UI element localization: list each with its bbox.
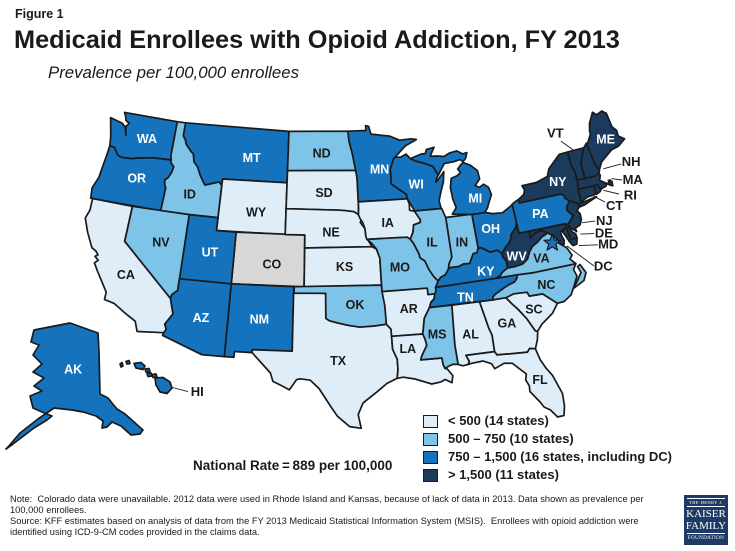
svg-text:MN: MN xyxy=(370,162,389,176)
svg-text:DE: DE xyxy=(595,226,613,241)
svg-text:CO: CO xyxy=(263,258,282,272)
svg-text:OH: OH xyxy=(481,222,500,236)
svg-text:NC: NC xyxy=(537,278,555,292)
svg-text:NH: NH xyxy=(622,154,641,169)
svg-text:OK: OK xyxy=(346,298,365,312)
svg-text:NY: NY xyxy=(549,175,567,189)
svg-text:TX: TX xyxy=(330,354,347,368)
svg-text:CT: CT xyxy=(606,198,623,213)
svg-text:UT: UT xyxy=(202,245,219,259)
svg-text:ID: ID xyxy=(183,187,196,201)
svg-text:PA: PA xyxy=(532,207,548,221)
svg-text:VA: VA xyxy=(533,252,549,266)
svg-text:FL: FL xyxy=(532,373,548,387)
svg-text:IN: IN xyxy=(456,236,469,250)
svg-text:WA: WA xyxy=(137,132,157,146)
svg-text:SD: SD xyxy=(315,186,332,200)
svg-text:AZ: AZ xyxy=(193,311,210,325)
svg-text:WV: WV xyxy=(507,250,528,264)
svg-text:MO: MO xyxy=(390,261,410,275)
svg-text:MI: MI xyxy=(468,191,482,205)
svg-text:AK: AK xyxy=(64,363,82,377)
svg-text:HI: HI xyxy=(191,384,204,399)
svg-text:AR: AR xyxy=(400,302,418,316)
svg-text:AL: AL xyxy=(462,328,479,342)
svg-text:DC: DC xyxy=(594,259,613,274)
svg-text:LA: LA xyxy=(399,342,416,356)
svg-text:NV: NV xyxy=(152,236,170,250)
svg-text:IA: IA xyxy=(381,216,394,230)
svg-text:KY: KY xyxy=(477,264,495,278)
svg-text:ME: ME xyxy=(596,132,615,146)
svg-text:CA: CA xyxy=(117,268,135,282)
svg-text:NE: NE xyxy=(322,226,339,240)
svg-text:OR: OR xyxy=(127,172,146,186)
svg-text:ND: ND xyxy=(313,147,331,161)
svg-text:NM: NM xyxy=(250,313,269,327)
svg-text:VT: VT xyxy=(547,125,564,140)
svg-text:MA: MA xyxy=(623,172,644,187)
svg-text:MT: MT xyxy=(243,151,261,165)
svg-text:SC: SC xyxy=(525,302,542,316)
svg-text:MS: MS xyxy=(428,327,447,341)
svg-text:NJ: NJ xyxy=(596,213,613,228)
svg-text:IL: IL xyxy=(427,236,438,250)
svg-text:WY: WY xyxy=(246,205,267,219)
svg-text:WI: WI xyxy=(409,177,424,191)
svg-text:KS: KS xyxy=(336,260,353,274)
svg-text:RI: RI xyxy=(624,188,637,203)
svg-text:TN: TN xyxy=(457,291,474,305)
svg-text:GA: GA xyxy=(498,317,517,331)
svg-text:MD: MD xyxy=(598,237,618,252)
